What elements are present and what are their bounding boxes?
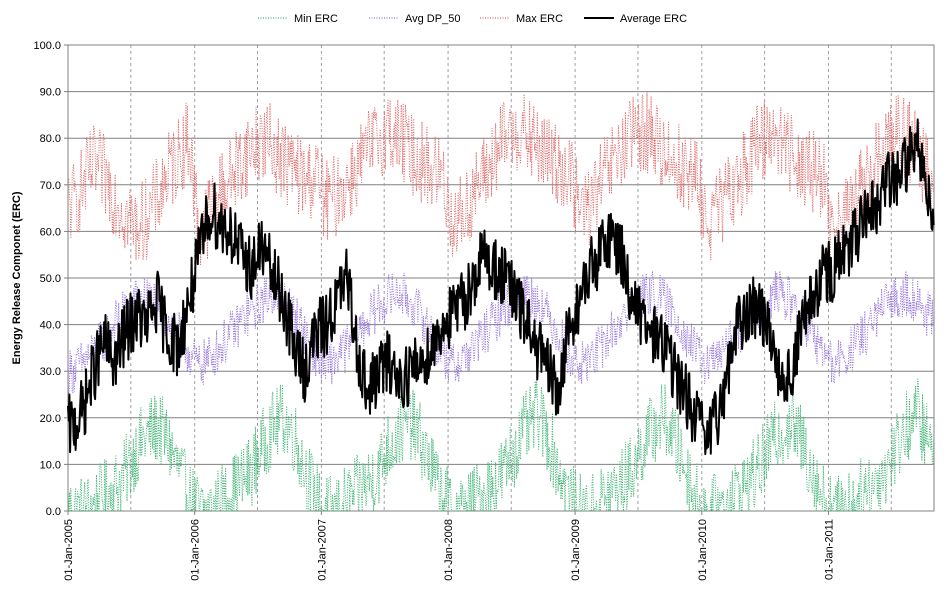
y-tick-label: 0.0 [46,506,61,518]
legend: Min ERC Avg DP_50 Max ERC Average ERC [258,13,687,25]
x-tick-label: 01-Jan-2006 [190,519,202,581]
x-tick-label: 01-Jan-2007 [316,519,328,581]
legend-label: Max ERC [516,13,563,25]
legend-label: Avg DP_50 [405,13,460,25]
y-tick-label: 20.0 [40,413,61,425]
x-tick-label: 01-Jan-2009 [570,519,582,581]
y-tick-label: 30.0 [40,366,61,378]
x-tick-label: 01-Jan-2010 [697,519,709,581]
series-line-average-erc [67,118,935,456]
y-tick-label: 40.0 [40,320,61,332]
x-tick-label: 01-Jan-2005 [63,519,75,581]
y-tick-label: 60.0 [40,226,61,238]
y-tick-label: 70.0 [40,180,61,192]
series-line-min-erc [67,376,935,512]
y-tick-label: 80.0 [40,133,61,145]
y-tick-label: 90.0 [40,87,61,99]
y-tick-label: 50.0 [40,273,61,285]
y-axis: 0.0 10.0 20.0 30.0 40.0 50.0 60.0 70.0 80.0 90.0 1… [33,40,68,518]
legend-label: Average ERC [620,13,687,25]
y-tick-label: 100.0 [33,40,61,52]
legend-label: Min ERC [294,13,338,25]
series-line-max-erc [67,91,935,269]
x-tick-label: 01-Jan-2011 [823,519,835,580]
y-axis-title: Energy Release Componet (ERC) [11,191,23,364]
y-tick-label: 10.0 [40,459,61,471]
series-group [67,91,935,512]
x-tick-label: 01-Jan-2008 [443,519,455,581]
x-axis: 01-Jan-2005 01-Jan-2006 01-Jan-2007 01-Jan-… [63,511,835,581]
